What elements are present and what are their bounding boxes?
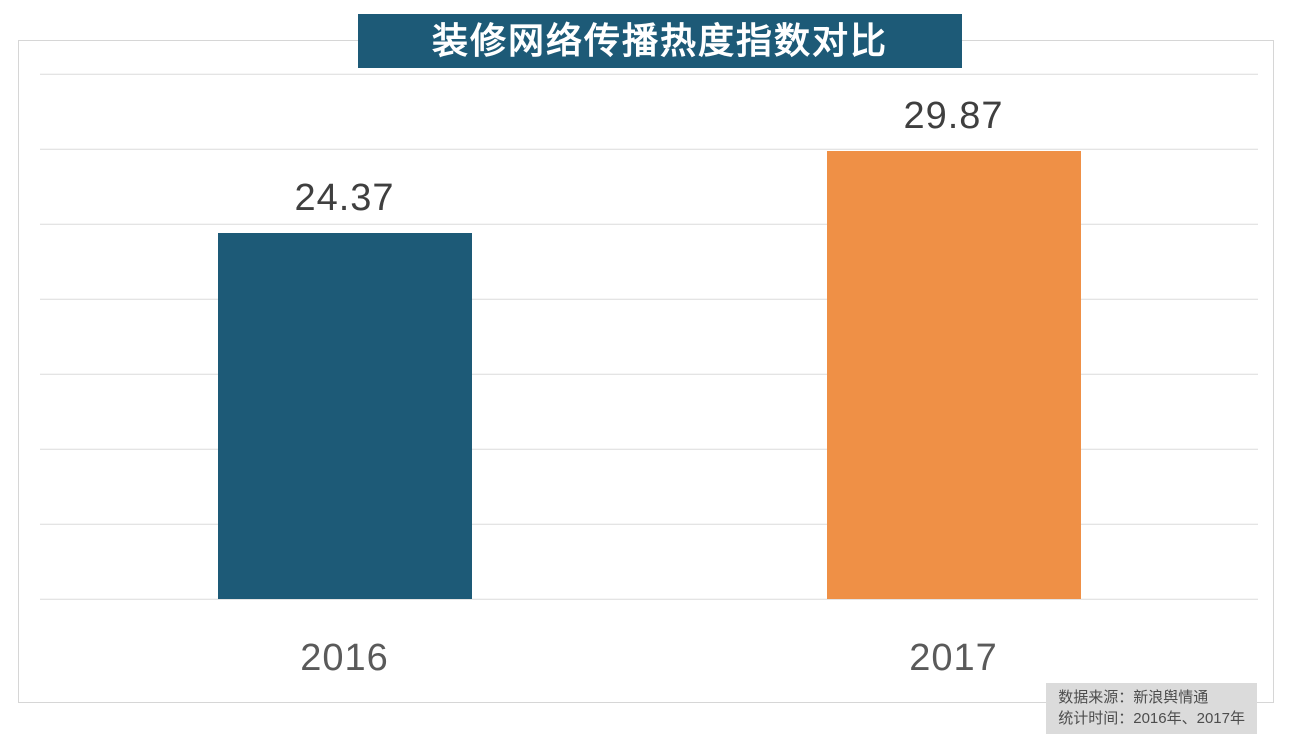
- bar-2016: [217, 233, 472, 599]
- bar-value-label-2017: 29.87: [903, 94, 1004, 137]
- gridline: [40, 148, 1258, 150]
- gridline: [40, 448, 1258, 450]
- chart-title: 装修网络传播热度指数对比: [431, 20, 888, 61]
- x-axis-label-2016: 2016: [300, 637, 389, 679]
- x-axis-label-2017: 2017: [909, 637, 998, 679]
- x-axis-labels: 2016 2017: [40, 599, 1258, 677]
- bar-slot-2016: 24.37: [40, 74, 649, 599]
- gridline: [40, 523, 1258, 525]
- gridline: [40, 223, 1258, 225]
- source-line-datasource: 数据来源：新浪舆情通: [1058, 689, 1209, 706]
- source-line-period: 统计时间：2016年、2017年: [1058, 710, 1245, 727]
- plot-area: 24.37 29.87: [40, 73, 1258, 600]
- gridline: [40, 73, 1258, 75]
- chart-title-banner: 装修网络传播热度指数对比: [358, 14, 962, 68]
- gridlines: [40, 73, 1258, 600]
- bar-2017: [826, 150, 1081, 599]
- gridline: [40, 298, 1258, 300]
- bars-row: 24.37 29.87: [40, 74, 1258, 599]
- gridline: [40, 598, 1258, 600]
- source-note: 数据来源：新浪舆情通 统计时间：2016年、2017年: [1046, 683, 1257, 734]
- bar-value-label-2016: 24.37: [294, 177, 395, 220]
- chart-frame: 24.37 29.87 2016 2017: [18, 40, 1274, 703]
- bar-slot-2017: 29.87: [649, 74, 1258, 599]
- gridline: [40, 373, 1258, 375]
